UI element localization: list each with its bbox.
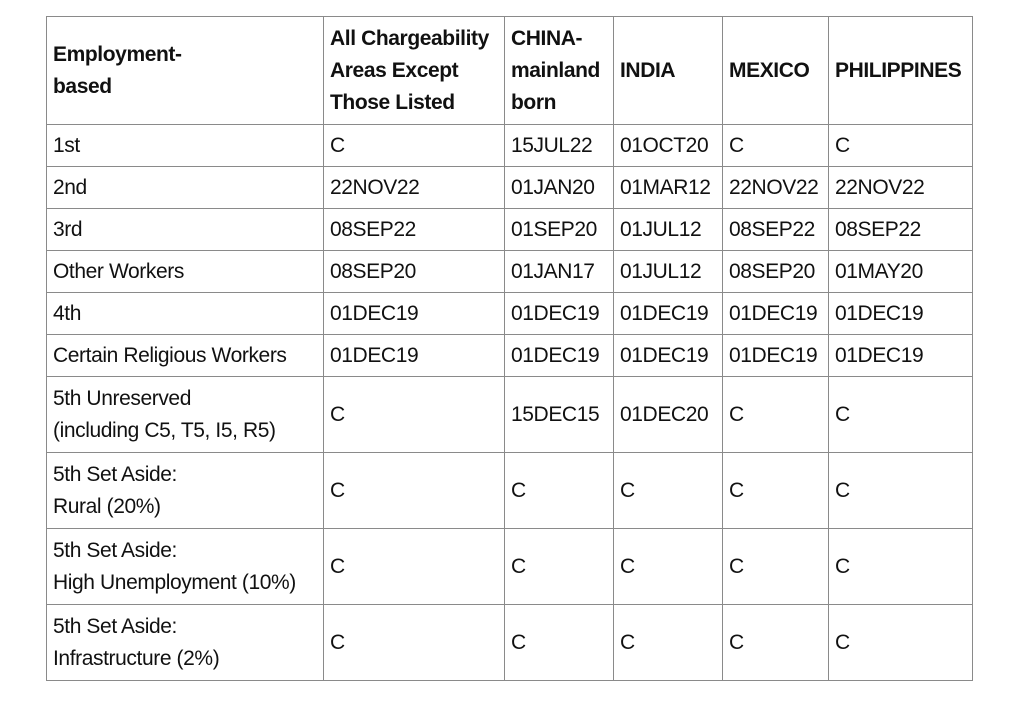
cell-all-chargeability: C: [323, 604, 505, 681]
cell-category: 5th Unreserved (including C5, T5, I5, R5…: [46, 376, 324, 453]
header-india: INDIA: [613, 16, 723, 125]
cell-philippines: C: [828, 452, 973, 529]
cell-india: 01DEC19: [613, 292, 723, 335]
cell-category: 5th Set Aside: Infrastructure (2%): [46, 604, 324, 681]
cell-china: C: [504, 452, 614, 529]
cell-india: 01MAR12: [613, 166, 723, 209]
cell-all-chargeability: C: [323, 528, 505, 605]
cell-china: 15JUL22: [504, 124, 614, 167]
cell-china: C: [504, 604, 614, 681]
cell-philippines: 01DEC19: [828, 334, 973, 377]
cell-philippines: C: [828, 124, 973, 167]
table-row: 2nd 22NOV22 01JAN20 01MAR12 22NOV22 22NOV22: [46, 166, 973, 209]
cell-india: 01JUL12: [613, 208, 723, 251]
table-row: 3rd 08SEP22 01SEP20 01JUL12 08SEP22 08SEP22: [46, 208, 973, 251]
cell-category: 2nd: [46, 166, 324, 209]
cell-category: 3rd: [46, 208, 324, 251]
table-row: Other Workers 08SEP20 01JAN17 01JUL12 08SEP2…: [46, 250, 973, 293]
cell-china: 01JAN17: [504, 250, 614, 293]
table-row: 4th 01DEC19 01DEC19 01DEC19 01DEC19 01DEC19: [46, 292, 973, 335]
cell-china: C: [504, 528, 614, 605]
cell-china: 01DEC19: [504, 292, 614, 335]
cell-china: 01SEP20: [504, 208, 614, 251]
cell-all-chargeability: 08SEP20: [323, 250, 505, 293]
cell-china: 01JAN20: [504, 166, 614, 209]
cell-all-chargeability: 01DEC19: [323, 334, 505, 377]
table-row: 5th Set Aside: Infrastructure (2%) C C C C C: [46, 604, 973, 681]
table-row: 5th Set Aside: Rural (20%) C C C C C: [46, 452, 973, 529]
cell-category: Certain Religious Workers: [46, 334, 324, 377]
cell-category: 1st: [46, 124, 324, 167]
cell-china: 15DEC15: [504, 376, 614, 453]
cell-philippines: C: [828, 376, 973, 453]
header-employment-based: Employment- based: [46, 16, 324, 125]
cell-category: 5th Set Aside: High Unemployment (10%): [46, 528, 324, 605]
cell-mexico: C: [722, 528, 829, 605]
cell-india: C: [613, 528, 723, 605]
cell-mexico: C: [722, 604, 829, 681]
cell-philippines: 08SEP22: [828, 208, 973, 251]
cell-mexico: 08SEP22: [722, 208, 829, 251]
table-row: Certain Religious Workers 01DEC19 01DEC19 0…: [46, 334, 973, 377]
cell-all-chargeability: C: [323, 452, 505, 529]
cell-mexico: C: [722, 124, 829, 167]
header-mexico: MEXICO: [722, 16, 829, 125]
cell-mexico: 08SEP20: [722, 250, 829, 293]
cell-philippines: 22NOV22: [828, 166, 973, 209]
header-row: Employment- based All Chargeability Area…: [46, 16, 973, 125]
cell-india: C: [613, 604, 723, 681]
cell-mexico: C: [722, 452, 829, 529]
cell-category: Other Workers: [46, 250, 324, 293]
cell-mexico: 01DEC19: [722, 334, 829, 377]
cell-india: C: [613, 452, 723, 529]
cell-category: 4th: [46, 292, 324, 335]
cell-all-chargeability: C: [323, 124, 505, 167]
cell-mexico: C: [722, 376, 829, 453]
cell-china: 01DEC19: [504, 334, 614, 377]
header-philippines: PHILIPPINES: [828, 16, 973, 125]
header-all-chargeability: All Chargeability Areas Except Those Lis…: [323, 16, 505, 125]
cell-all-chargeability: 08SEP22: [323, 208, 505, 251]
cell-philippines: 01MAY20: [828, 250, 973, 293]
cell-all-chargeability: 22NOV22: [323, 166, 505, 209]
cell-india: 01DEC20: [613, 376, 723, 453]
cell-india: 01JUL12: [613, 250, 723, 293]
cell-mexico: 01DEC19: [722, 292, 829, 335]
cell-philippines: C: [828, 604, 973, 681]
table-row: 1st C 15JUL22 01OCT20 C C: [46, 124, 973, 167]
table-row: 5th Unreserved (including C5, T5, I5, R5…: [46, 376, 973, 453]
header-china: CHINA- mainland born: [504, 16, 614, 125]
cell-philippines: 01DEC19: [828, 292, 973, 335]
table-row: 5th Set Aside: High Unemployment (10%) C C…: [46, 528, 973, 605]
cell-india: 01DEC19: [613, 334, 723, 377]
cell-all-chargeability: C: [323, 376, 505, 453]
cell-india: 01OCT20: [613, 124, 723, 167]
cell-all-chargeability: 01DEC19: [323, 292, 505, 335]
cell-mexico: 22NOV22: [722, 166, 829, 209]
cell-philippines: C: [828, 528, 973, 605]
visa-bulletin-table: Employment- based All Chargeability Area…: [46, 16, 973, 681]
cell-category: 5th Set Aside: Rural (20%): [46, 452, 324, 529]
